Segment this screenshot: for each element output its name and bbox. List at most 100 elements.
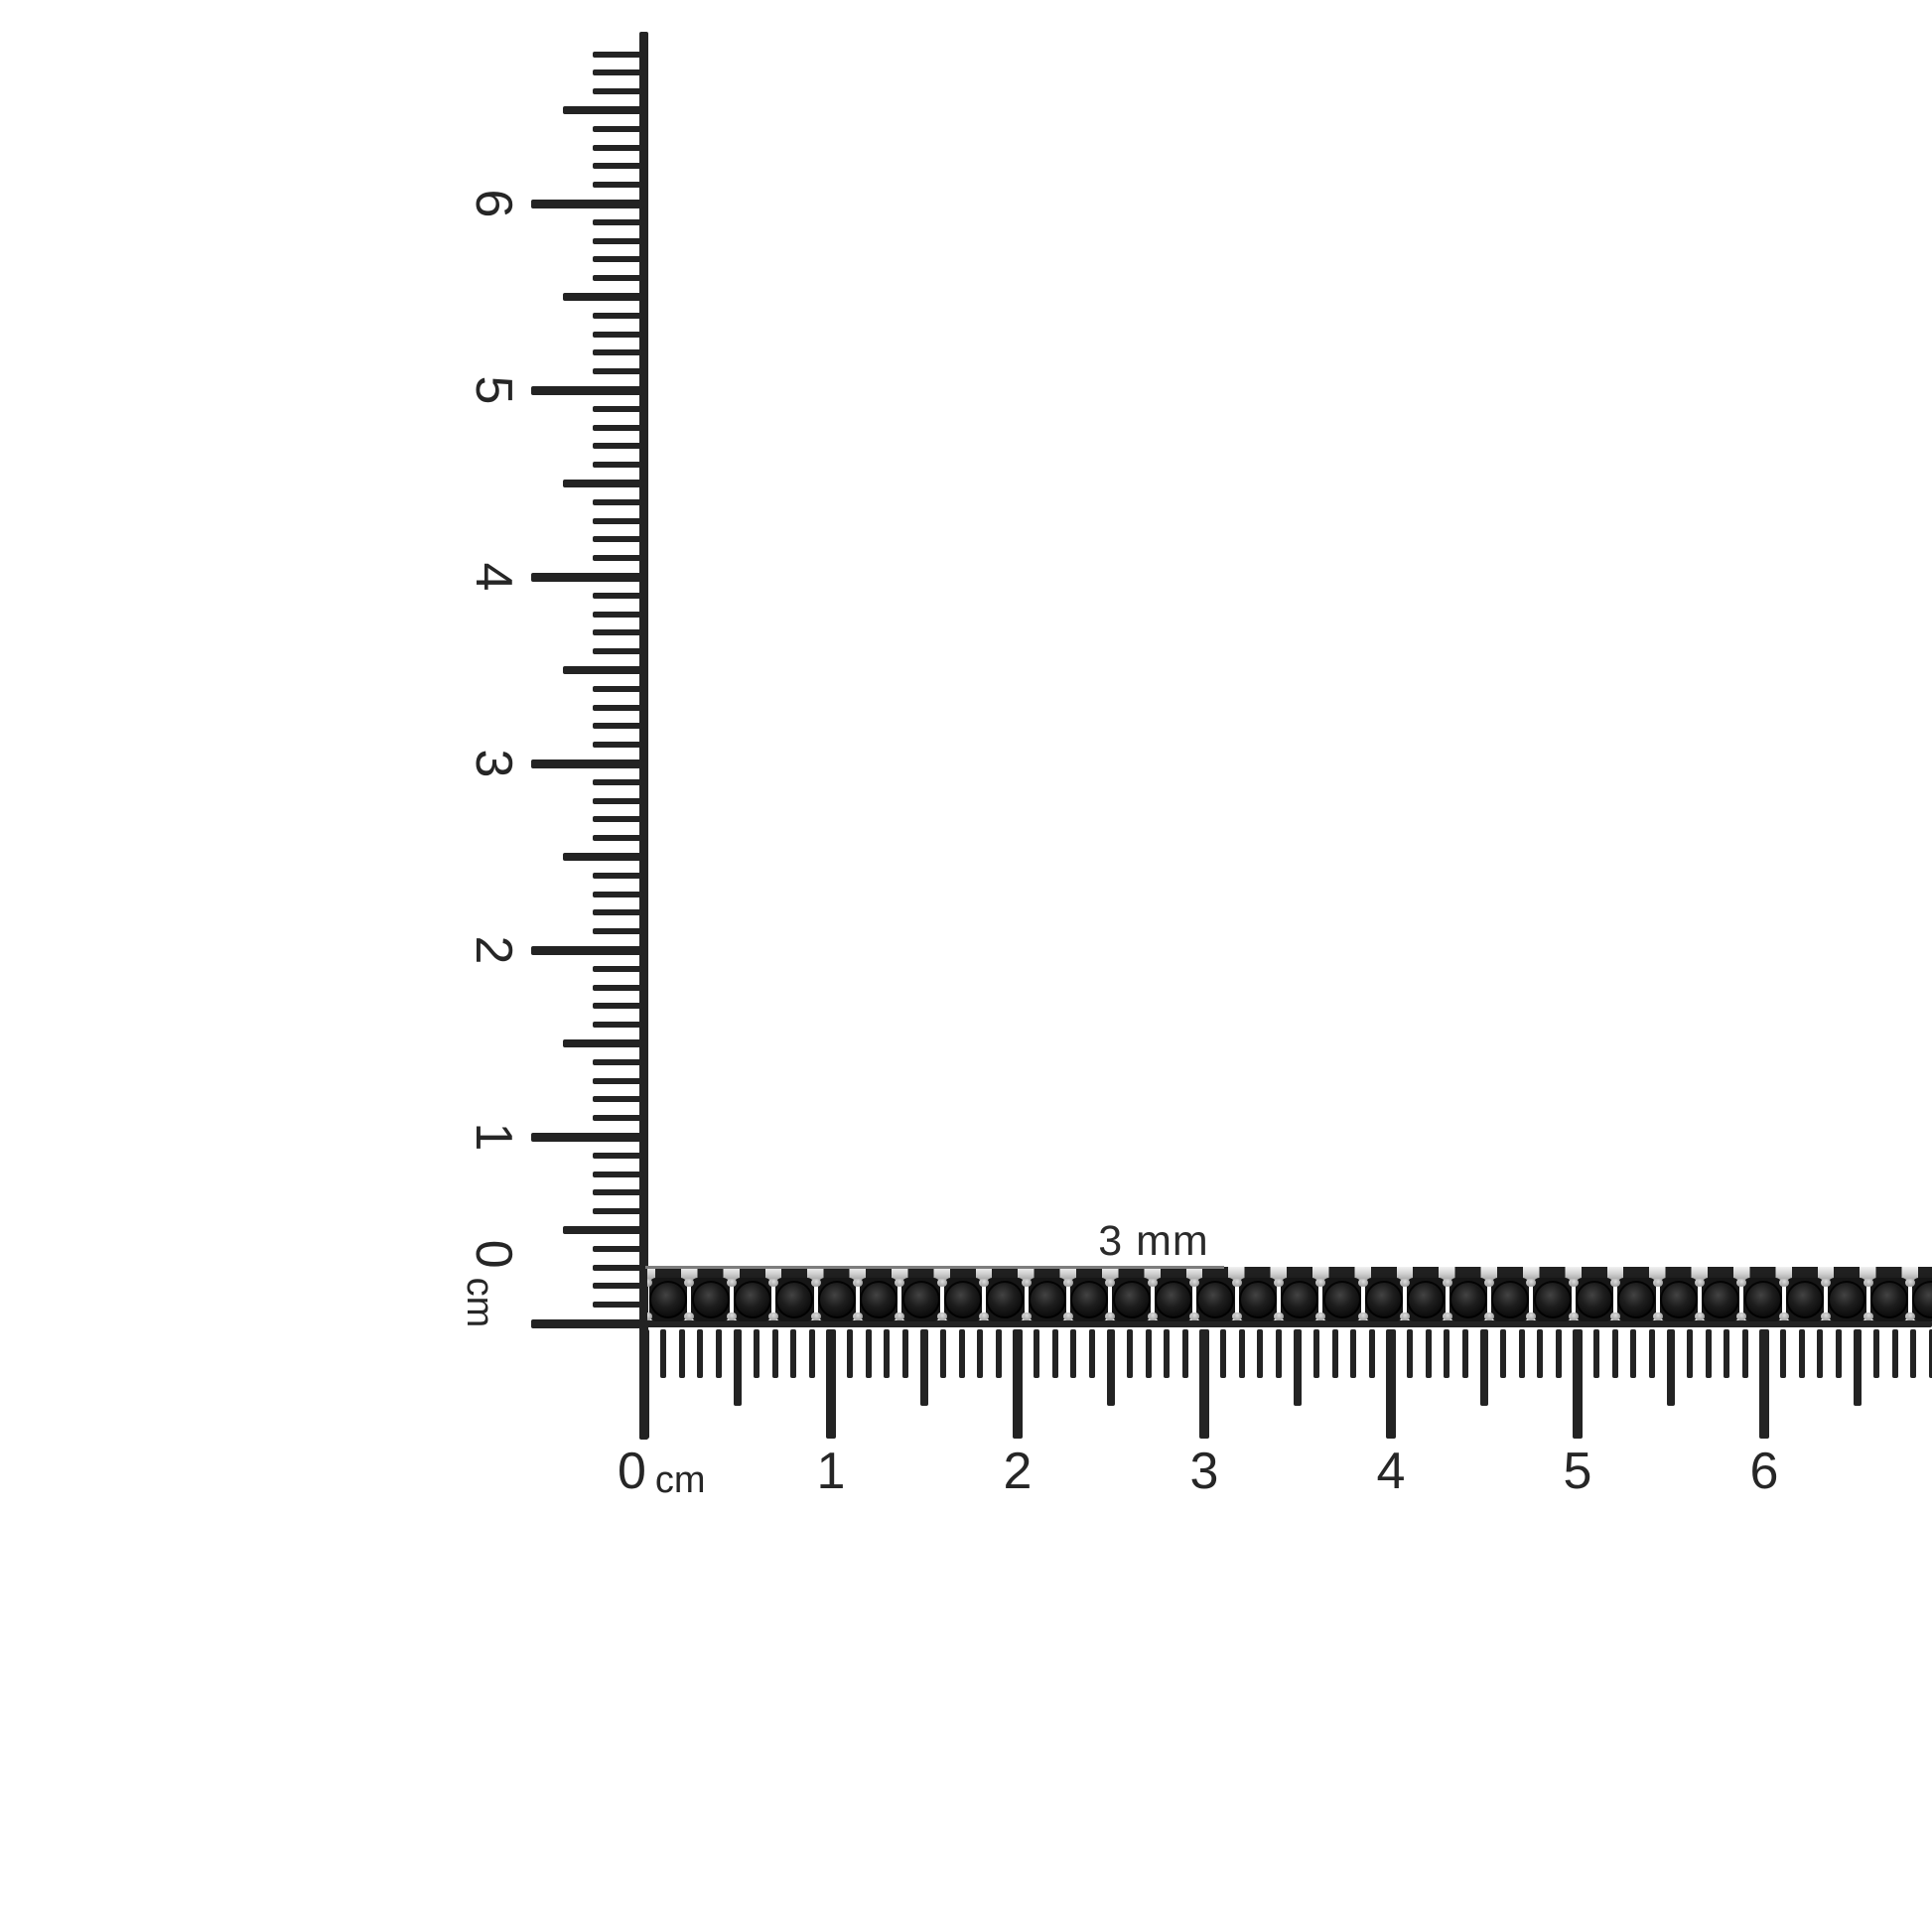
h-mm-tick bbox=[1798, 1329, 1805, 1378]
h-mm-tick bbox=[902, 1329, 909, 1378]
h-mm-tick bbox=[1089, 1329, 1096, 1378]
bracelet-link bbox=[686, 1278, 735, 1322]
v-ruler-label-1: 1 bbox=[465, 1122, 522, 1152]
black-gemstone bbox=[1785, 1280, 1824, 1318]
v-mm-tick bbox=[593, 125, 644, 132]
v-halfcm-tick bbox=[563, 666, 644, 674]
bracelet-link bbox=[1780, 1278, 1830, 1322]
h-ruler-label-5: 5 bbox=[1563, 1443, 1592, 1500]
v-mm-tick bbox=[593, 872, 644, 879]
v-mm-tick bbox=[593, 536, 644, 543]
h-mm-tick bbox=[1182, 1329, 1189, 1378]
h-mm-tick bbox=[1257, 1329, 1264, 1378]
v-ruler-label-4: 4 bbox=[465, 562, 522, 592]
prong bbox=[1823, 1312, 1832, 1320]
h-halfcm-tick bbox=[1107, 1329, 1115, 1406]
h-mm-tick bbox=[884, 1329, 891, 1378]
h-mm-tick bbox=[1462, 1329, 1469, 1378]
prong bbox=[1444, 1312, 1452, 1320]
h-ruler-label-0: 0 cm bbox=[618, 1442, 706, 1501]
h-cm-tick bbox=[1199, 1329, 1209, 1439]
prong bbox=[1780, 1312, 1789, 1320]
h-mm-tick bbox=[1164, 1329, 1171, 1378]
v-mm-tick bbox=[593, 909, 644, 916]
v-mm-tick bbox=[593, 517, 644, 524]
v-cm-tick bbox=[531, 385, 644, 395]
h-halfcm-tick bbox=[734, 1329, 742, 1406]
v-mm-tick bbox=[593, 237, 644, 244]
v-mm-tick bbox=[593, 1115, 644, 1122]
h-mm-tick bbox=[1611, 1329, 1618, 1378]
prong bbox=[728, 1279, 737, 1287]
h-mm-tick bbox=[1518, 1329, 1525, 1378]
bracelet-link bbox=[938, 1278, 988, 1322]
v-mm-tick bbox=[593, 498, 644, 505]
h-mm-tick bbox=[659, 1329, 666, 1378]
bracelet-link bbox=[1191, 1278, 1240, 1322]
prong bbox=[1654, 1279, 1663, 1287]
prong bbox=[1107, 1279, 1116, 1287]
h-mm-tick bbox=[1145, 1329, 1152, 1378]
h-mm-tick bbox=[1630, 1329, 1637, 1378]
h-cm-tick bbox=[1759, 1329, 1769, 1439]
v-mm-tick bbox=[593, 1245, 644, 1252]
prong bbox=[1023, 1312, 1032, 1320]
black-gemstone bbox=[901, 1280, 940, 1318]
h-mm-tick bbox=[958, 1329, 965, 1378]
v-halfcm-tick bbox=[563, 293, 644, 301]
black-gemstone bbox=[1028, 1280, 1066, 1318]
h-cm-tick bbox=[1013, 1329, 1023, 1439]
v-mm-tick bbox=[593, 163, 644, 170]
bracelet-link bbox=[1528, 1278, 1577, 1322]
prong bbox=[647, 1279, 652, 1287]
h-halfcm-tick bbox=[1667, 1329, 1675, 1406]
black-gemstone bbox=[1828, 1280, 1866, 1318]
v-mm-tick bbox=[593, 1264, 644, 1271]
prong bbox=[1823, 1279, 1832, 1287]
bracelet-link bbox=[1654, 1278, 1703, 1322]
h-mm-tick bbox=[1312, 1329, 1319, 1378]
h-mm-tick bbox=[1499, 1329, 1506, 1378]
v-ruler-label-0: 0 cm bbox=[459, 1204, 528, 1363]
prong bbox=[1191, 1279, 1200, 1287]
v-mm-tick bbox=[593, 144, 644, 151]
h-mm-tick bbox=[1686, 1329, 1693, 1378]
h-ruler-label-3: 3 bbox=[1189, 1443, 1219, 1500]
black-gemstone bbox=[1364, 1280, 1403, 1318]
prong bbox=[1697, 1279, 1705, 1287]
v-mm-tick bbox=[593, 1022, 644, 1029]
v-mm-tick bbox=[593, 592, 644, 599]
bracelet-link bbox=[1065, 1278, 1114, 1322]
v-mm-tick bbox=[593, 1058, 644, 1065]
prong bbox=[647, 1312, 652, 1320]
bracelet-link bbox=[1233, 1278, 1282, 1322]
h-ruler-label-6: 6 bbox=[1749, 1443, 1779, 1500]
bracelet-link bbox=[1823, 1278, 1871, 1322]
h-mm-tick bbox=[1369, 1329, 1376, 1378]
h-ruler-label-4: 4 bbox=[1376, 1443, 1406, 1500]
v-mm-tick bbox=[593, 816, 644, 823]
v-mm-tick bbox=[593, 218, 644, 225]
prong bbox=[1444, 1279, 1452, 1287]
h-mm-tick bbox=[1742, 1329, 1749, 1378]
v-mm-tick bbox=[593, 256, 644, 263]
prong bbox=[1191, 1312, 1200, 1320]
h-mm-tick bbox=[865, 1329, 872, 1378]
bracelet-link bbox=[1444, 1278, 1492, 1322]
h-mm-tick bbox=[790, 1329, 797, 1378]
prong bbox=[1107, 1312, 1116, 1320]
h-ruler-label-1: 1 bbox=[816, 1443, 846, 1500]
prong bbox=[1149, 1279, 1158, 1287]
bracelet-link bbox=[1317, 1278, 1366, 1322]
v-mm-tick bbox=[593, 797, 644, 804]
prong bbox=[1528, 1279, 1537, 1287]
prong bbox=[770, 1312, 779, 1320]
h-mm-tick bbox=[1350, 1329, 1357, 1378]
h-mm-tick bbox=[1444, 1329, 1450, 1378]
prong bbox=[1065, 1279, 1073, 1287]
h-mm-tick bbox=[1070, 1329, 1077, 1378]
v-mm-tick bbox=[593, 835, 644, 842]
prong bbox=[897, 1279, 905, 1287]
black-gemstone bbox=[943, 1280, 982, 1318]
v-mm-tick bbox=[593, 742, 644, 749]
